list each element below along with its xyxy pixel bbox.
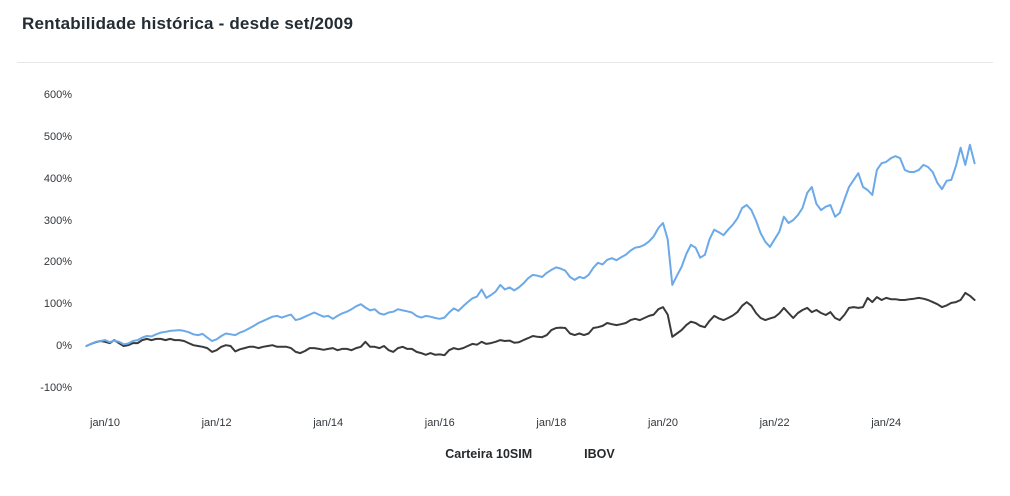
y-axis-tick-label: 500% [43, 130, 72, 143]
x-axis-tick-label: jan/10 [90, 417, 120, 429]
page-title: Rentabilidade histórica - desde set/2009 [22, 14, 354, 33]
x-axis-tick-label: jan/12 [201, 417, 232, 429]
series-ibov-line [85, 291, 976, 357]
x-axis-tick-label: jan/16 [424, 417, 455, 429]
x-axis-tick-label: jan/18 [536, 417, 567, 429]
y-axis-tick-label: 0% [56, 340, 72, 352]
x-axis-tick-label: jan/24 [871, 417, 902, 429]
y-axis-tick-label: 400% [43, 172, 72, 185]
x-axis-tick-label: jan/20 [648, 417, 678, 429]
y-axis-tick-label: -100% [40, 381, 72, 394]
y-axis-tick-label: 200% [43, 256, 72, 269]
chart-legend: Carteira 10SIM IBOV [85, 447, 975, 461]
y-axis-tick-label: 600% [43, 89, 72, 102]
y-axis-tick-label: 100% [43, 298, 72, 311]
legend-item-ibov[interactable]: IBOV [584, 447, 615, 461]
series-carteira-10sim-line [85, 143, 976, 347]
y-axis-tick-label: 300% [43, 214, 72, 227]
title-divider [17, 62, 993, 63]
legend-item-carteira-10sim[interactable]: Carteira 10SIM [445, 447, 533, 461]
x-axis-tick-label: jan/22 [759, 417, 790, 429]
x-axis-tick-label: jan/14 [313, 417, 344, 429]
